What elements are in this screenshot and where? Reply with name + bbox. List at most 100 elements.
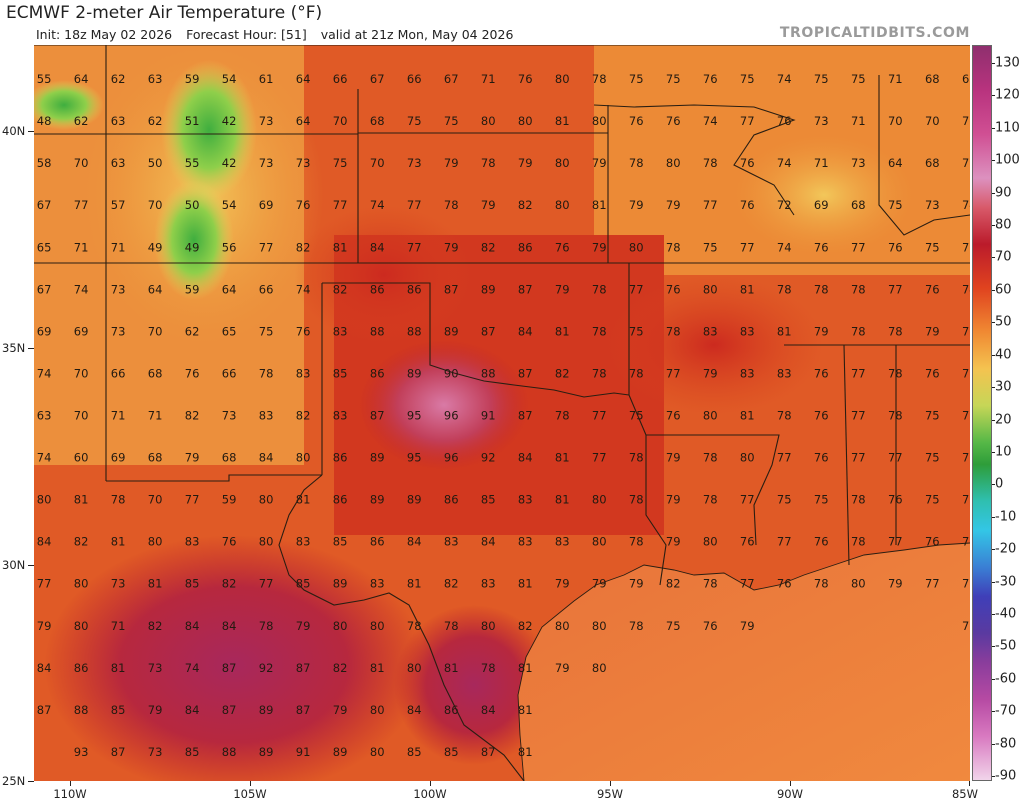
station-value: 86 bbox=[74, 661, 89, 675]
station-value: 80 bbox=[296, 451, 311, 465]
station-value: 62 bbox=[111, 72, 126, 86]
station-value: 78 bbox=[851, 493, 866, 507]
colorbar-label: -30 bbox=[995, 574, 1017, 590]
colorbar-tick bbox=[992, 776, 995, 777]
station-value: 51 bbox=[185, 114, 200, 128]
station-value: 75 bbox=[407, 114, 422, 128]
station-value: 71 bbox=[851, 114, 866, 128]
station-value: 63 bbox=[962, 72, 970, 86]
station-value: 78 bbox=[666, 240, 681, 254]
colorbar-tick bbox=[992, 322, 995, 324]
station-value: 87 bbox=[444, 282, 459, 296]
station-value: 77 bbox=[851, 451, 866, 465]
colorbar-tick bbox=[992, 711, 995, 713]
lon-tick-100w bbox=[430, 781, 431, 786]
station-value: 79 bbox=[814, 324, 829, 338]
station-value: 70 bbox=[148, 324, 163, 338]
utah-cold-spot bbox=[34, 80, 104, 130]
station-value: 87 bbox=[518, 282, 533, 296]
colorbar-label: 130 bbox=[995, 55, 1020, 71]
station-value: 75 bbox=[629, 409, 644, 423]
station-value: 82 bbox=[555, 366, 570, 380]
station-value: 75 bbox=[925, 240, 940, 254]
init-time: Init: 18z May 02 2026 bbox=[36, 27, 173, 42]
station-value: 75 bbox=[629, 324, 644, 338]
gulf-coast-line bbox=[517, 542, 970, 781]
colorbar-label: 0 bbox=[995, 476, 1004, 492]
station-value: 77 bbox=[851, 409, 866, 423]
station-value: 88 bbox=[370, 324, 385, 338]
colorbar-label: 90 bbox=[995, 185, 1012, 201]
colorbar-label: -60 bbox=[995, 671, 1017, 687]
station-value: 78 bbox=[111, 493, 126, 507]
station-value: 59 bbox=[185, 282, 200, 296]
station-value: 73 bbox=[111, 324, 126, 338]
station-value: 68 bbox=[925, 156, 940, 170]
forecast-hour: Forecast Hour: [51] bbox=[186, 27, 307, 42]
station-value: 83 bbox=[296, 366, 311, 380]
station-value: 96 bbox=[444, 451, 459, 465]
station-value: 83 bbox=[296, 535, 311, 549]
colorbar-label: -70 bbox=[995, 703, 1017, 719]
station-value: 80 bbox=[666, 156, 681, 170]
station-value: 63 bbox=[148, 72, 163, 86]
station-value: 75 bbox=[925, 409, 940, 423]
station-value: 54 bbox=[222, 198, 237, 212]
station-value: 87 bbox=[222, 703, 237, 717]
colorbar-label: 70 bbox=[995, 249, 1012, 265]
colorbar-label: 50 bbox=[995, 314, 1012, 330]
station-value: 70 bbox=[148, 493, 163, 507]
rio-grande-border bbox=[278, 474, 525, 781]
lon-tick-90w bbox=[790, 781, 791, 786]
station-value: 42 bbox=[222, 156, 237, 170]
station-value: 65 bbox=[222, 324, 237, 338]
colorbar-label: 30 bbox=[995, 379, 1012, 395]
station-value: 77 bbox=[740, 577, 755, 591]
station-value: 69 bbox=[111, 451, 126, 465]
station-value: 67 bbox=[370, 72, 385, 86]
station-value: 66 bbox=[222, 366, 237, 380]
lat-tick-35n bbox=[28, 348, 34, 349]
station-value: 62 bbox=[74, 114, 89, 128]
station-value: 82 bbox=[333, 282, 348, 296]
lon-label-105w: 105W bbox=[233, 787, 267, 801]
station-value: 59 bbox=[222, 493, 237, 507]
station-value: 83 bbox=[555, 535, 570, 549]
station-value: 66 bbox=[111, 366, 126, 380]
station-value: 76 bbox=[962, 409, 970, 423]
station-value: 55 bbox=[37, 72, 52, 86]
station-value: 83 bbox=[370, 577, 385, 591]
station-value: 76 bbox=[888, 240, 903, 254]
station-value: 74 bbox=[777, 156, 792, 170]
station-value: 88 bbox=[481, 366, 496, 380]
station-value: 76 bbox=[814, 409, 829, 423]
station-value: 80 bbox=[370, 745, 385, 759]
station-value: 84 bbox=[37, 661, 52, 675]
station-value: 76 bbox=[777, 114, 792, 128]
colorbar-tick bbox=[992, 678, 995, 680]
station-value: 86 bbox=[333, 493, 348, 507]
station-value: 84 bbox=[259, 451, 274, 465]
station-value: 80 bbox=[74, 619, 89, 633]
station-value: 71 bbox=[888, 72, 903, 86]
station-value: 77 bbox=[74, 198, 89, 212]
station-value: 73 bbox=[111, 282, 126, 296]
colorbar-tick bbox=[992, 192, 995, 194]
station-value: 74 bbox=[370, 198, 385, 212]
station-value: 64 bbox=[222, 282, 237, 296]
station-value: 85 bbox=[185, 745, 200, 759]
colorbar-label: -20 bbox=[995, 541, 1017, 557]
station-value: 71 bbox=[481, 72, 496, 86]
station-value: 80 bbox=[518, 114, 533, 128]
station-value: 81 bbox=[592, 198, 607, 212]
station-value: 75 bbox=[444, 114, 459, 128]
station-value: 71 bbox=[111, 619, 126, 633]
station-value: 76 bbox=[740, 198, 755, 212]
station-value: 49 bbox=[148, 240, 163, 254]
station-value: 78 bbox=[444, 619, 459, 633]
station-value: 68 bbox=[925, 72, 940, 86]
station-value: 79 bbox=[148, 703, 163, 717]
station-value: 78 bbox=[592, 72, 607, 86]
colorbar-tick bbox=[992, 257, 995, 259]
station-value: 73 bbox=[407, 156, 422, 170]
